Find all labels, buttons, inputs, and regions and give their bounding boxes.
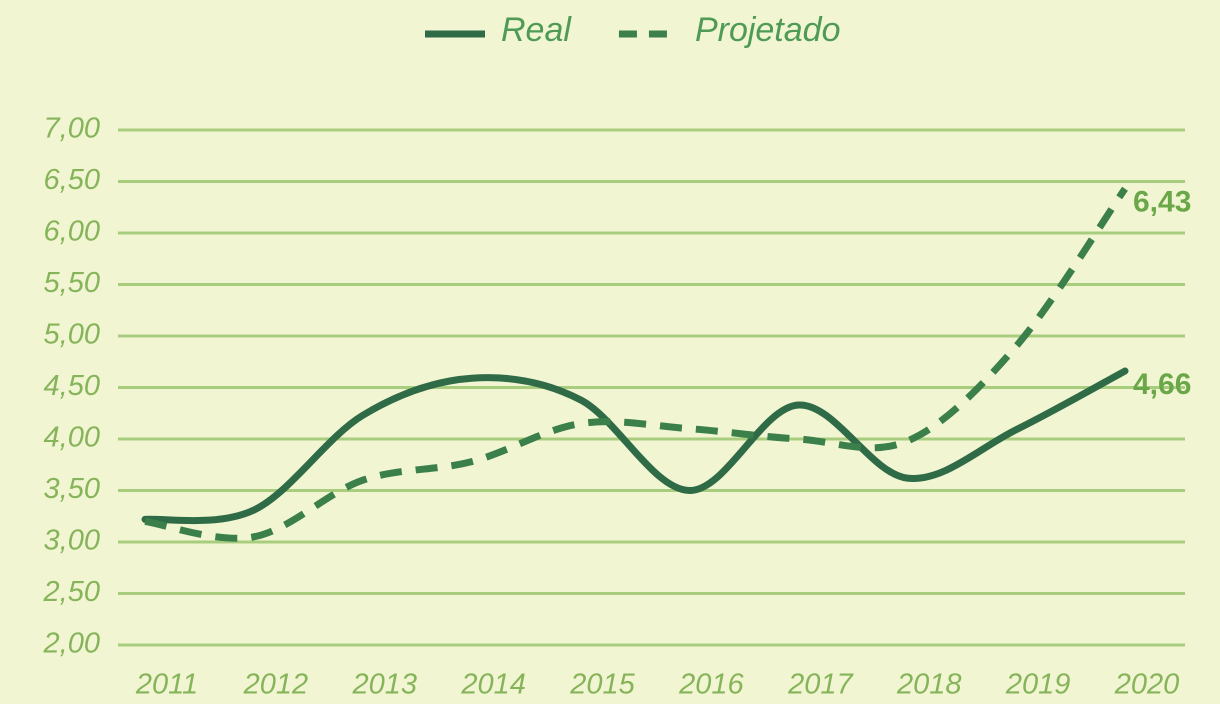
x-tick-label: 2013 xyxy=(352,669,418,701)
line-series xyxy=(141,367,1129,525)
y-tick-label: 5,50 xyxy=(44,267,100,299)
y-tick-label: 3,00 xyxy=(44,525,100,557)
value-label: 6,43 xyxy=(1133,186,1191,219)
y-tick-label: 6,00 xyxy=(44,216,100,248)
x-tick-label: 2011 xyxy=(135,669,198,701)
y-tick-label: 4,00 xyxy=(44,422,100,454)
y-tick-label: 4,50 xyxy=(44,370,100,402)
x-tick-label: 2012 xyxy=(243,669,309,701)
x-tick-label: 2019 xyxy=(1005,669,1071,701)
y-tick-label: 3,50 xyxy=(44,473,100,505)
x-tick-label: 2018 xyxy=(896,669,962,701)
legend-label: Real xyxy=(501,11,572,49)
y-tick-label: 2,00 xyxy=(43,628,100,660)
line-series xyxy=(144,186,1128,542)
y-tick-label: 7,00 xyxy=(44,113,100,145)
y-tick-label: 5,00 xyxy=(44,319,100,351)
x-tick-label: 2017 xyxy=(787,669,854,701)
x-tick-label: 2020 xyxy=(1114,669,1180,701)
x-tick-label: 2014 xyxy=(460,669,526,701)
x-tick-label: 2016 xyxy=(678,669,744,701)
legend-label: Projetado xyxy=(695,11,841,49)
x-tick-label: 2015 xyxy=(569,669,635,701)
value-label: 4,66 xyxy=(1133,368,1191,401)
y-tick-label: 2,50 xyxy=(43,576,100,608)
y-tick-label: 6,50 xyxy=(44,164,100,196)
